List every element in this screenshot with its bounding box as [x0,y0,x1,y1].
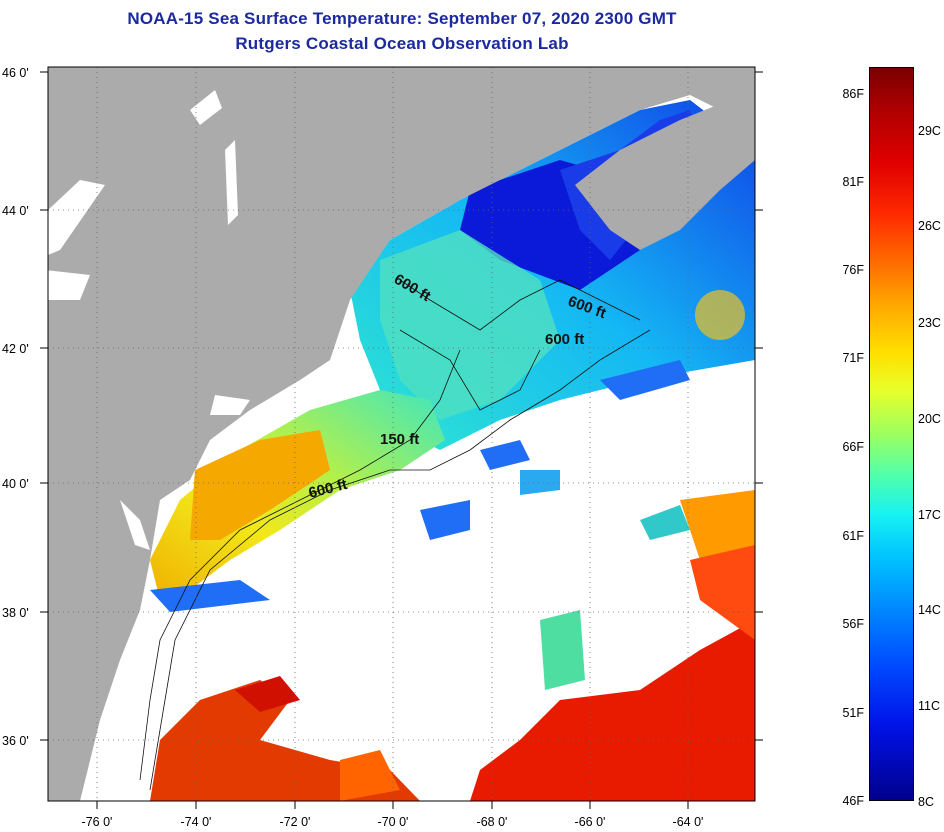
axis-ticks [40,71,763,809]
plot-frame [47,66,756,802]
land-mass [48,67,755,801]
lat-label: 42 0' [2,342,29,356]
lat-label: 40 0' [2,477,29,491]
cloud-edge-patches [150,360,690,612]
temperature-colorbar [869,67,914,801]
colorbar-c-label: 17C [918,508,941,522]
lat-label: 36 0' [2,734,29,748]
contour-label: 150 ft [380,431,419,448]
inland-lakes [45,90,250,550]
lat-label: 44 0' [2,204,29,218]
lon-label: -70 0' [378,815,409,829]
colorbar-f-label: 86F [842,87,864,101]
lon-label: -68 0' [477,815,508,829]
lon-label: -64 0' [673,815,704,829]
colorbar-c-label: 8C [918,795,934,809]
colorbar-f-label: 81F [842,175,864,189]
map-title: NOAA-15 Sea Surface Temperature: Septemb… [127,9,677,28]
colorbar-f-label: 51F [842,706,864,720]
lon-label: -72 0' [280,815,311,829]
colorbar-c-label: 29C [918,124,941,138]
colorbar-f-label: 56F [842,617,864,631]
colorbar-f-label: 76F [842,263,864,277]
lat-label: 46 0' [2,66,29,80]
colorbar-c-label: 26C [918,219,941,233]
warm-water-region [150,490,755,801]
colorbar-c-label: 11C [918,699,941,713]
longitude-labels: -76 0' -74 0' -72 0' -70 0' -68 0' -66 0… [82,815,704,829]
colorbar-f-label: 46F [842,794,864,808]
colorbar-f-label: 66F [842,440,864,454]
latitude-labels: 46 0' 44 0' 42 0' 40 0' 38 0' 36 0' [2,66,29,748]
map-subtitle: Rutgers Coastal Ocean Observation Lab [235,34,569,53]
lat-label: 38 0' [2,606,29,620]
lon-label: -76 0' [82,815,113,829]
lon-label: -66 0' [575,815,606,829]
contour-label: 600 ft [545,331,584,348]
colorbar-c-label: 23C [918,316,941,330]
colorbar-c-label: 14C [918,603,941,617]
lon-label: -74 0' [181,815,212,829]
bathymetry-contours [139,279,651,791]
colorbar-f-label: 61F [842,529,864,543]
colorbar-f-label: 71F [842,351,864,365]
colorbar-c-label: 20C [918,412,941,426]
